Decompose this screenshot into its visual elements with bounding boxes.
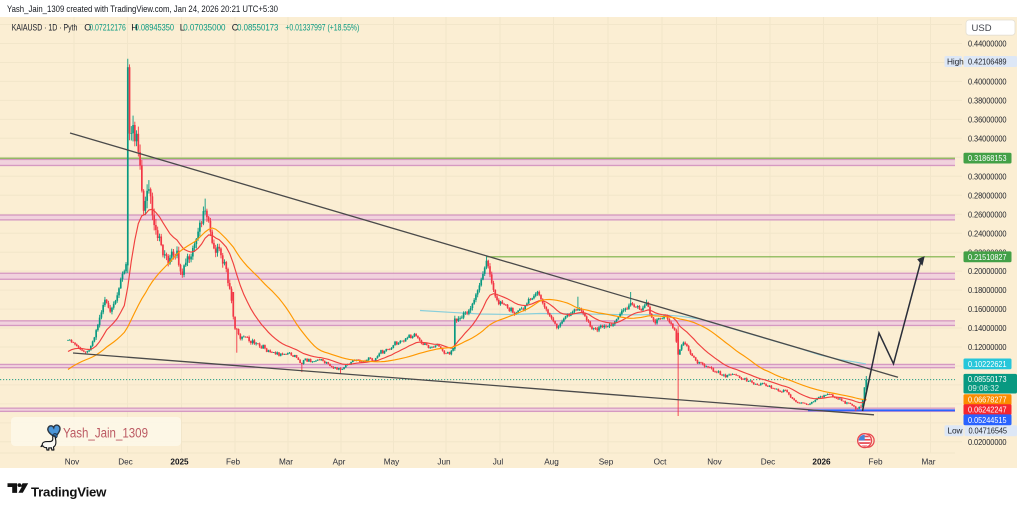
svg-text:0.36000000: 0.36000000 xyxy=(968,115,1007,125)
svg-text:0.07212176: 0.07212176 xyxy=(89,23,126,33)
svg-text:0.20000000: 0.20000000 xyxy=(968,266,1007,276)
svg-text:0.07035000: 0.07035000 xyxy=(183,23,225,33)
svg-text:Dec: Dec xyxy=(761,458,776,467)
svg-text:0.10222621: 0.10222621 xyxy=(968,359,1007,369)
svg-text:2025: 2025 xyxy=(170,458,189,467)
svg-text:Mar: Mar xyxy=(279,458,293,467)
svg-text:O: O xyxy=(84,23,91,33)
svg-text:Low: Low xyxy=(948,426,964,436)
svg-text:0.30000000: 0.30000000 xyxy=(968,171,1007,181)
svg-text:09:08:32: 09:08:32 xyxy=(968,383,999,393)
svg-text:Apr: Apr xyxy=(333,458,346,467)
svg-text:0.12000000: 0.12000000 xyxy=(968,342,1007,352)
svg-text:Jun: Jun xyxy=(437,458,451,467)
svg-text:Nov: Nov xyxy=(65,458,80,467)
svg-text:2026: 2026 xyxy=(812,458,831,467)
svg-text:0.04716545: 0.04716545 xyxy=(969,426,1008,436)
svg-text:Mar: Mar xyxy=(921,458,935,467)
svg-text:Feb: Feb xyxy=(868,458,883,467)
svg-text:Sep: Sep xyxy=(599,458,614,467)
svg-text:H: H xyxy=(131,23,138,33)
svg-text:L: L xyxy=(180,23,185,33)
svg-text:Feb: Feb xyxy=(226,458,241,467)
svg-text:0.18000000: 0.18000000 xyxy=(968,285,1007,295)
svg-text:Oct: Oct xyxy=(654,458,667,467)
svg-text:0.08550173: 0.08550173 xyxy=(237,23,278,33)
svg-text:0.06242247: 0.06242247 xyxy=(968,405,1007,415)
svg-text:C: C xyxy=(232,23,239,33)
svg-text:Aug: Aug xyxy=(544,458,559,467)
svg-text:USD: USD xyxy=(972,23,992,34)
svg-text:Nov: Nov xyxy=(707,458,722,467)
svg-text:High: High xyxy=(947,56,964,66)
svg-text:0.02000000: 0.02000000 xyxy=(968,437,1007,447)
svg-text:+0.01337997 (+18.55%): +0.01337997 (+18.55%) xyxy=(285,23,359,33)
svg-text:0.34000000: 0.34000000 xyxy=(968,133,1007,143)
svg-text:0.14000000: 0.14000000 xyxy=(968,323,1007,333)
svg-text:KAIAUSD · 1D · Pyth: KAIAUSD · 1D · Pyth xyxy=(12,23,78,33)
svg-text:0.28000000: 0.28000000 xyxy=(968,190,1007,200)
svg-text:Yash_Jain_1309: Yash_Jain_1309 xyxy=(63,426,148,441)
svg-text:0.40000000: 0.40000000 xyxy=(968,77,1007,87)
svg-text:0.05244515: 0.05244515 xyxy=(968,415,1007,425)
svg-text:Yash_Jain_1309 created with Tr: Yash_Jain_1309 created with TradingView.… xyxy=(7,4,278,15)
svg-text:0.08550173: 0.08550173 xyxy=(968,374,1007,384)
svg-text:0.42106489: 0.42106489 xyxy=(968,57,1007,67)
svg-text:0.08945350: 0.08945350 xyxy=(135,23,174,33)
svg-text:0.16000000: 0.16000000 xyxy=(968,304,1007,314)
svg-text:Dec: Dec xyxy=(118,458,133,467)
svg-text:TradingView: TradingView xyxy=(31,485,107,500)
svg-text:0.06678277: 0.06678277 xyxy=(968,395,1007,405)
svg-text:0.21510827: 0.21510827 xyxy=(968,252,1007,262)
svg-text:0.38000000: 0.38000000 xyxy=(968,96,1007,106)
svg-text:0.26000000: 0.26000000 xyxy=(968,209,1007,219)
svg-text:0.24000000: 0.24000000 xyxy=(968,228,1007,238)
svg-text:May: May xyxy=(384,458,400,467)
svg-text:Jul: Jul xyxy=(493,458,504,467)
svg-text:0.44000000: 0.44000000 xyxy=(968,39,1007,49)
svg-text:0.31868153: 0.31868153 xyxy=(968,153,1007,163)
